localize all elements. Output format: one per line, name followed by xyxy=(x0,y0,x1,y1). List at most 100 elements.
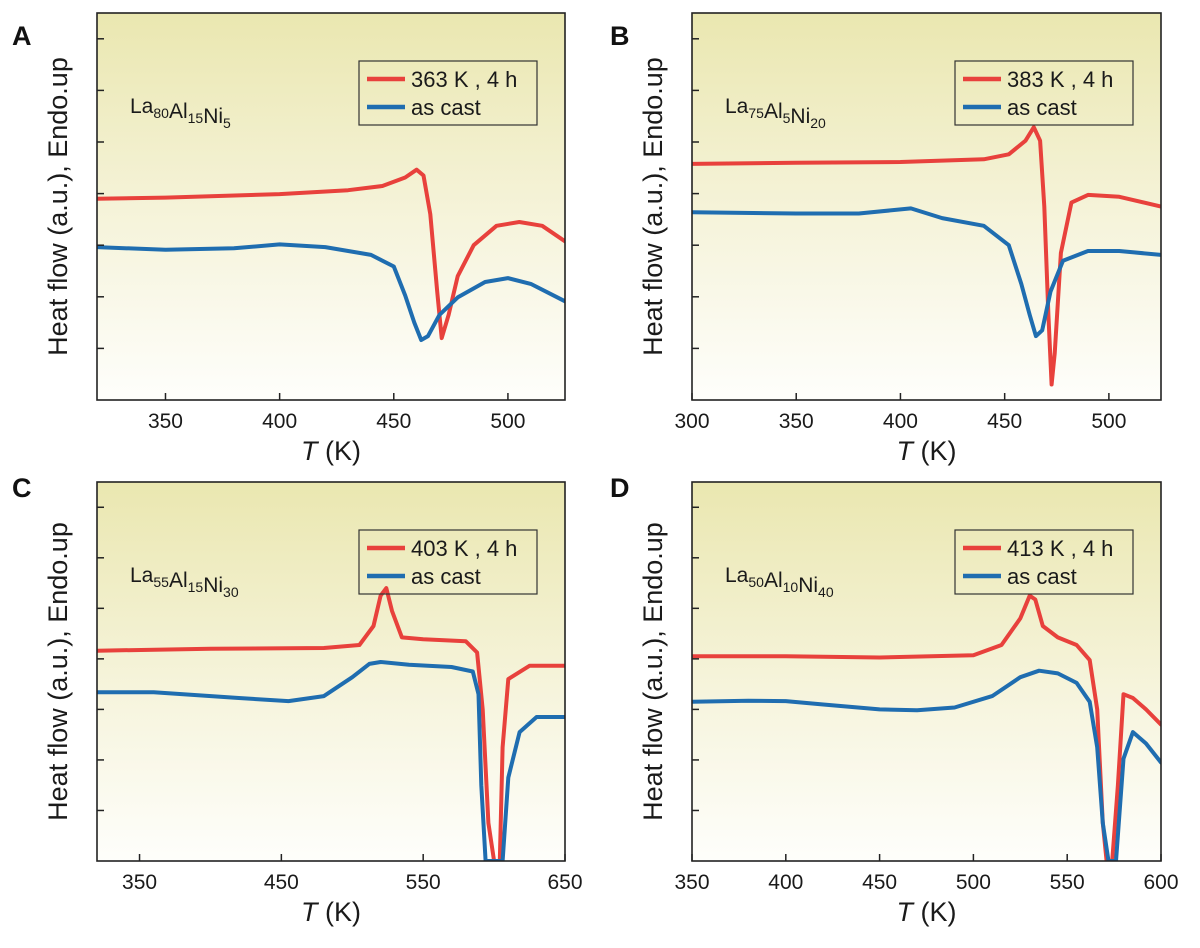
series-line-as-cast xyxy=(97,660,565,861)
x-tick-label: 500 xyxy=(956,871,991,894)
x-tick-label: 450 xyxy=(264,871,299,894)
element-subscript: 10 xyxy=(783,579,799,595)
y-axis-title: Heat flow (a.u.), Endo.up xyxy=(43,522,73,821)
x-axis-unit: (K) xyxy=(913,436,957,466)
element-subscript: 15 xyxy=(188,579,204,595)
element-symbol: Al xyxy=(169,569,188,592)
element-symbol: Ni xyxy=(798,574,818,597)
x-tick-label: 550 xyxy=(1050,871,1085,894)
composition-label: La55Al15Ni30 xyxy=(130,564,239,600)
panel-c: 350 450 550 650 T (K) Heat flow (a.u.), Endo.… xyxy=(12,473,583,927)
plot-frame xyxy=(96,12,566,401)
legend-label: as cast xyxy=(411,95,481,120)
x-axis-unit: (K) xyxy=(318,897,362,927)
x-axis-symbol: T xyxy=(897,897,916,927)
x-axis-unit: (K) xyxy=(913,897,957,927)
element-subscript: 55 xyxy=(153,574,169,590)
x-axis-title: T (K) xyxy=(897,897,957,927)
panel-d: 350 400 450 500 550 600 T (K) Heat flow (a.u.),… xyxy=(610,473,1179,927)
x-tick-label: 350 xyxy=(779,410,814,433)
element-symbol: La xyxy=(725,564,749,587)
element-symbol: La xyxy=(130,95,154,118)
element-subscript: 5 xyxy=(223,115,231,131)
legend-label: 363 K , 4 h xyxy=(411,67,517,92)
element-symbol: La xyxy=(130,564,154,587)
y-axis-title: Heat flow (a.u.), Endo.up xyxy=(638,57,668,356)
x-tick-label: 450 xyxy=(987,410,1022,433)
element-symbol: Al xyxy=(764,100,783,123)
composition-label: La50Al10Ni40 xyxy=(725,564,834,600)
legend-box xyxy=(954,60,1134,126)
series-line-annealed xyxy=(97,167,565,341)
legend-label: as cast xyxy=(1007,95,1077,120)
x-axis-title: T (K) xyxy=(301,897,361,927)
panel-letter: B xyxy=(610,21,630,51)
element-symbol: La xyxy=(725,95,749,118)
element-subscript: 40 xyxy=(818,584,834,600)
y-axis-title: Heat flow (a.u.), Endo.up xyxy=(43,57,73,356)
legend-label: 383 K , 4 h xyxy=(1007,67,1113,92)
element-symbol: Al xyxy=(169,100,188,123)
element-symbol: Ni xyxy=(203,574,223,597)
plot-frame xyxy=(691,12,1162,401)
series-line-as-cast xyxy=(692,206,1161,339)
plot-background xyxy=(97,13,565,400)
element-symbol: Al xyxy=(764,569,783,592)
composition-label: La75Al5Ni20 xyxy=(725,95,826,131)
element-symbol: Ni xyxy=(790,105,810,128)
plot-background xyxy=(692,13,1161,400)
element-subscript: 15 xyxy=(188,110,204,126)
x-axis-symbol: T xyxy=(301,897,320,927)
x-axis-symbol: T xyxy=(897,436,916,466)
x-tick-label: 450 xyxy=(376,410,411,433)
x-tick-label: 350 xyxy=(122,871,157,894)
x-tick-label: 600 xyxy=(1143,871,1178,894)
series-line-annealed xyxy=(692,593,1161,861)
panel-b: 300 350 400 450 500 T (K) Heat flow (a.u.), En… xyxy=(610,12,1162,466)
legend-label: as cast xyxy=(1007,564,1077,589)
element-subscript: 80 xyxy=(153,105,169,121)
x-tick-label: 550 xyxy=(406,871,441,894)
x-tick-label: 500 xyxy=(1091,410,1126,433)
series-line-as-cast xyxy=(692,668,1161,861)
plot-background xyxy=(692,482,1161,861)
x-axis-unit: (K) xyxy=(318,436,362,466)
panel-letter: C xyxy=(12,473,32,503)
x-axis-title: T (K) xyxy=(301,436,361,466)
panel-letter: D xyxy=(610,473,630,503)
series-line-as-cast xyxy=(97,242,565,342)
legend-label: as cast xyxy=(411,564,481,589)
x-tick-label: 400 xyxy=(768,871,803,894)
element-subscript: 30 xyxy=(223,584,239,600)
composition-label: La80Al15Ni5 xyxy=(130,95,231,131)
legend-box xyxy=(954,529,1134,595)
legend-box xyxy=(358,60,538,126)
plot-frame xyxy=(96,481,566,862)
y-axis-title: Heat flow (a.u.), Endo.up xyxy=(638,522,668,821)
legend-label: 403 K , 4 h xyxy=(411,536,517,561)
x-axis-title: T (K) xyxy=(897,436,957,466)
legend-label: 413 K , 4 h xyxy=(1007,536,1113,561)
element-subscript: 20 xyxy=(810,115,826,131)
element-subscript: 50 xyxy=(748,574,764,590)
series-line-annealed xyxy=(692,125,1161,387)
element-subscript: 5 xyxy=(783,110,791,126)
x-tick-label: 450 xyxy=(862,871,897,894)
x-tick-label: 400 xyxy=(883,410,918,433)
x-tick-label: 350 xyxy=(674,871,709,894)
x-tick-label: 500 xyxy=(490,410,525,433)
plot-frame xyxy=(691,481,1162,862)
x-axis-symbol: T xyxy=(301,436,320,466)
panel-a: 350 400 450 500 T (K) Heat flow (a.u.), Endo.… xyxy=(12,12,566,466)
x-tick-label: 650 xyxy=(547,871,582,894)
x-tick-label: 350 xyxy=(148,410,183,433)
element-subscript: 75 xyxy=(748,105,764,121)
series-line-annealed xyxy=(97,586,565,861)
element-symbol: Ni xyxy=(203,105,223,128)
x-tick-label: 300 xyxy=(674,410,709,433)
legend-box xyxy=(358,529,538,595)
panel-letter: A xyxy=(12,21,32,51)
x-tick-label: 400 xyxy=(262,410,297,433)
